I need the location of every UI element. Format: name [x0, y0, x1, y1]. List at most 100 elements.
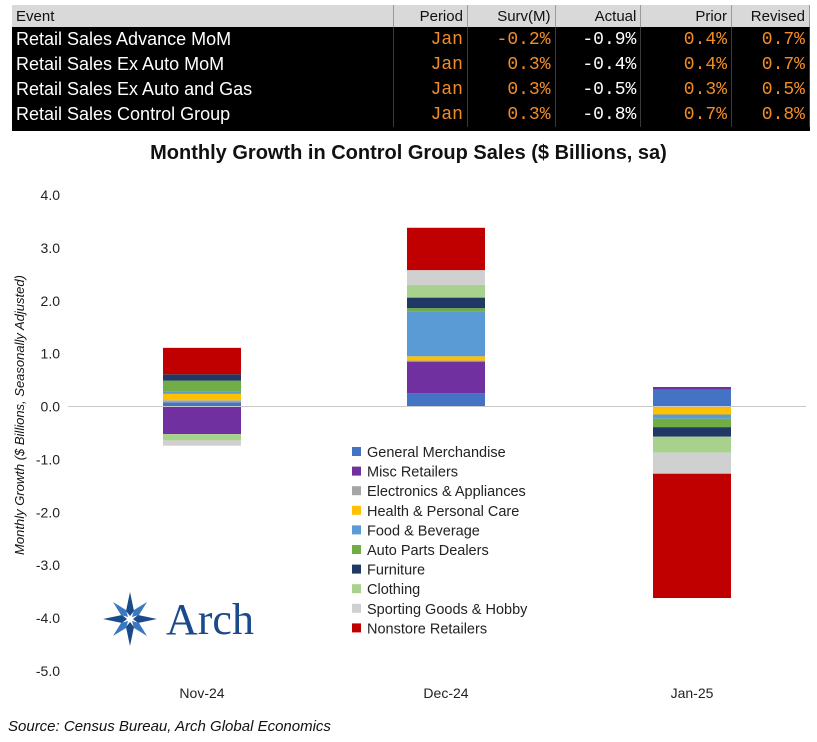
table-row: Retail Sales Ex Auto MoM Jan 0.3% -0.4% … [12, 52, 810, 77]
bar-segment [163, 380, 241, 392]
y-tick-label: 3.0 [41, 240, 61, 256]
bars [163, 227, 731, 599]
bar-segment [407, 308, 485, 312]
cell-revised: 0.7% [731, 27, 810, 52]
bar-segment [407, 311, 485, 357]
bar-segment [163, 391, 241, 394]
y-tick-label: -1.0 [36, 451, 60, 467]
bar-segment [163, 434, 241, 441]
bar-segment [163, 440, 241, 446]
econ-data-table-panel: Event Period Surv(M) Actual Prior Revise… [12, 5, 810, 131]
bar-segment [163, 393, 241, 401]
cell-period: Jan [393, 27, 468, 52]
bar-segment [163, 406, 241, 435]
table-row: Retail Sales Ex Auto and Gas Jan 0.3% -0… [12, 77, 810, 102]
cell-event: Retail Sales Advance MoM [12, 27, 394, 52]
y-tick-label: 1.0 [41, 346, 61, 362]
legend-swatch [352, 545, 361, 554]
bar-segment [653, 389, 731, 407]
cell-period: Jan [393, 77, 468, 102]
bar-segment [163, 374, 241, 381]
cell-prior: 0.4% [640, 52, 733, 77]
x-tick-label: Dec-24 [423, 685, 468, 701]
y-tick-label: -3.0 [36, 557, 60, 573]
cell-period: Jan [393, 102, 468, 127]
legend-entry: Misc Retailers [367, 465, 458, 481]
legend-entry: Nonstore Retailers [367, 621, 487, 637]
source-note: Source: Census Bureau, Arch Global Econo… [8, 718, 331, 735]
legend-swatch [352, 603, 361, 613]
bar-segment [653, 436, 731, 453]
bar-segment [407, 393, 485, 407]
y-tick-label: 4.0 [41, 187, 61, 203]
bar-segment [407, 360, 485, 362]
bar-segment [653, 418, 731, 428]
legend-swatch [352, 564, 361, 574]
bar-segment [407, 356, 485, 361]
legend-swatch [352, 584, 361, 594]
cell-event: Retail Sales Ex Auto MoM [12, 52, 394, 77]
x-tick-label: Jan-25 [671, 685, 714, 701]
legend-entry: Food & Beverage [367, 523, 480, 539]
y-tick-label: -4.0 [36, 610, 60, 626]
cell-prior: 0.4% [640, 27, 733, 52]
cell-actual: -0.4% [555, 52, 642, 77]
bar-segment [407, 270, 485, 285]
cell-event: Retail Sales Control Group [12, 102, 394, 127]
cell-actual: -0.9% [555, 27, 642, 52]
bar-segment [407, 297, 485, 309]
legend-entry: Furniture [367, 563, 425, 579]
cell-revised: 0.7% [731, 52, 810, 77]
legend-swatch [352, 486, 361, 496]
x-tick-label: Nov-24 [179, 685, 224, 701]
legend-swatch [352, 525, 361, 535]
y-axis-label: Monthly Growth ($ Billions, Seasonally A… [12, 275, 27, 555]
cell-survey: -0.2% [467, 27, 556, 52]
cell-survey: 0.3% [467, 52, 556, 77]
cell-survey: 0.3% [467, 77, 556, 102]
cell-prior: 0.3% [640, 77, 733, 102]
table-header-row: Event Period Surv(M) Actual Prior Revise… [12, 5, 810, 27]
bar-segment [653, 407, 731, 415]
bar-segment [653, 452, 731, 474]
header-actual: Actual [555, 5, 642, 27]
bar-segment [653, 386, 731, 390]
y-tick-label: -5.0 [36, 663, 60, 679]
cell-actual: -0.8% [555, 102, 642, 127]
cell-actual: -0.5% [555, 77, 642, 102]
bar-segment [653, 427, 731, 437]
arch-logo: Arch [103, 592, 254, 646]
cell-period: Jan [393, 52, 468, 77]
x-axis: Nov-24 Dec-24 Jan-25 [179, 685, 713, 701]
chart-title: Monthly Growth in Control Group Sales ($… [150, 142, 667, 164]
cell-revised: 0.8% [731, 102, 810, 127]
y-axis: 4.0 3.0 2.0 1.0 0.0 -1.0 -2.0 -3.0 -4.0 -5.0 [36, 187, 60, 679]
legend: General Merchandise Misc Retailers Electro… [352, 445, 528, 637]
header-event: Event [12, 5, 394, 27]
legend-entry: Electronics & Appliances [367, 484, 526, 500]
bar-segment [407, 227, 485, 271]
cell-revised: 0.5% [731, 77, 810, 102]
bar-segment [653, 406, 731, 408]
bar-segment [163, 347, 241, 375]
legend-entry: General Merchandise [367, 445, 506, 461]
legend-swatch [352, 505, 361, 515]
cell-event: Retail Sales Ex Auto and Gas [12, 77, 394, 102]
bar-segment [407, 284, 485, 298]
cell-survey: 0.3% [467, 102, 556, 127]
bar-segment [407, 361, 485, 394]
legend-entry: Sporting Goods & Hobby [367, 602, 528, 618]
arch-logo-text: Arch [166, 595, 254, 644]
legend-entry: Health & Personal Care [367, 504, 519, 520]
bar-segment [163, 400, 241, 403]
legend-swatch [352, 466, 361, 476]
header-prior: Prior [640, 5, 733, 27]
bar-segment [653, 473, 731, 599]
legend-entry: Auto Parts Dealers [367, 543, 489, 559]
y-tick-label: 0.0 [41, 399, 61, 415]
legend-swatch [352, 623, 361, 633]
bar-segment [653, 414, 731, 419]
header-revised: Revised [731, 5, 810, 27]
header-period: Period [393, 5, 468, 27]
